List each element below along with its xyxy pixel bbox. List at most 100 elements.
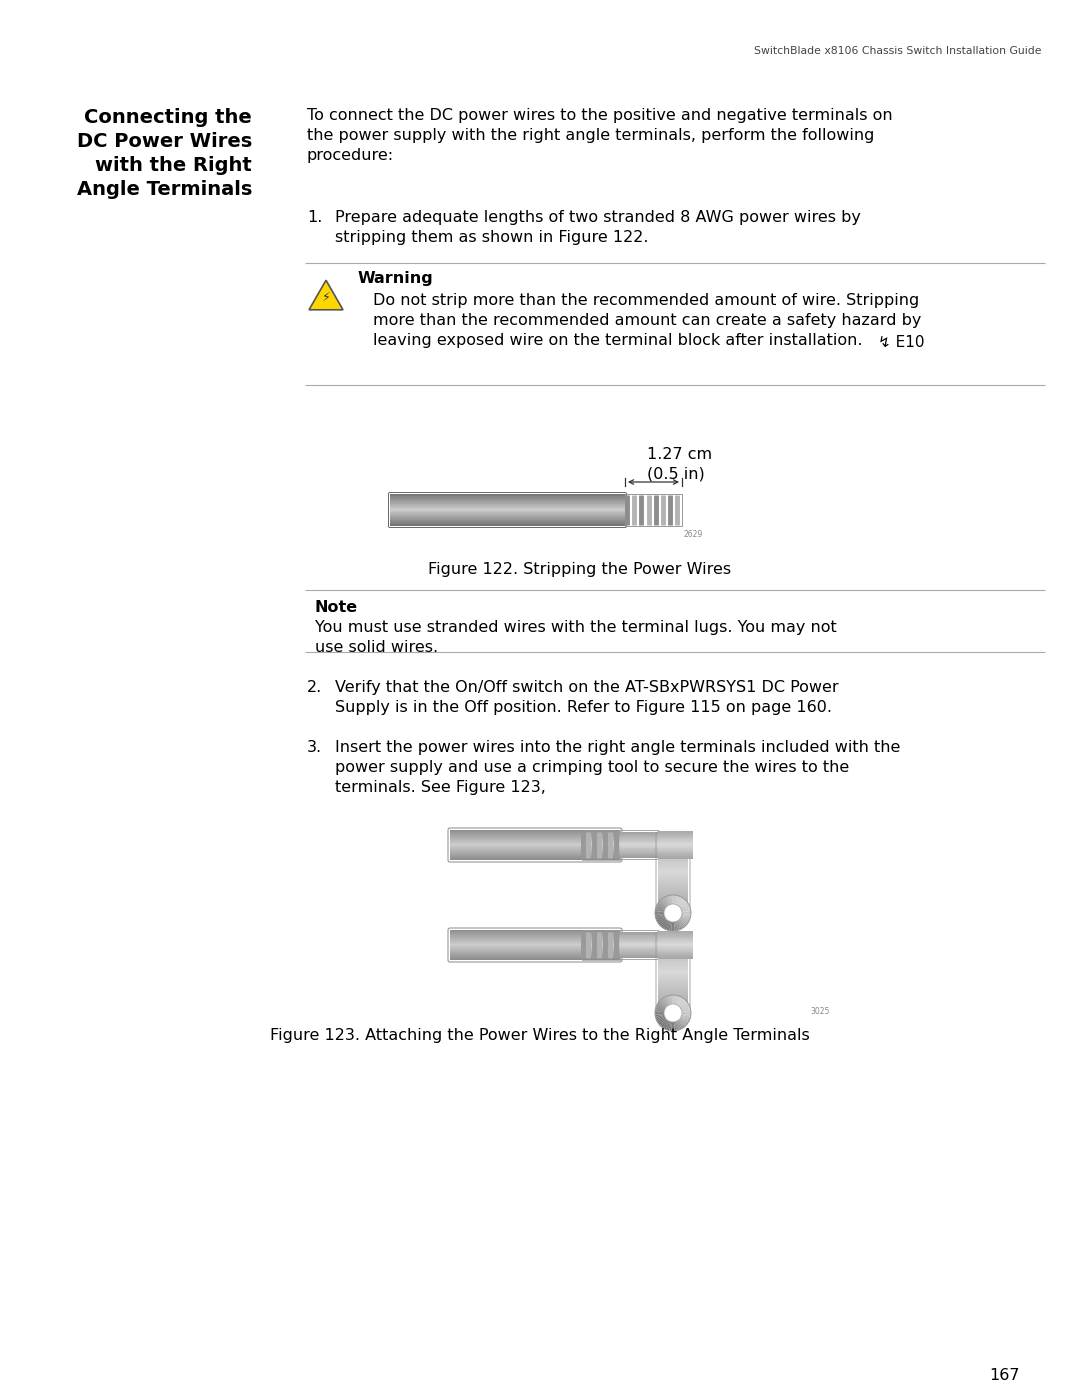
- Text: terminals. See Figure 123,: terminals. See Figure 123,: [335, 780, 545, 795]
- Bar: [658, 956, 688, 957]
- Bar: [658, 933, 688, 936]
- Wedge shape: [670, 895, 672, 904]
- Wedge shape: [676, 996, 680, 1004]
- Wedge shape: [658, 918, 665, 923]
- Bar: [658, 936, 688, 937]
- Wedge shape: [679, 900, 687, 907]
- Text: procedure:: procedure:: [307, 148, 394, 163]
- Text: the power supply with the right angle terminals, perform the following: the power supply with the right angle te…: [307, 129, 875, 142]
- Text: DC Power Wires: DC Power Wires: [77, 131, 252, 151]
- Bar: [658, 907, 688, 909]
- Wedge shape: [680, 916, 689, 922]
- Text: use solid wires.: use solid wires.: [315, 640, 438, 655]
- Bar: [658, 851, 688, 854]
- Wedge shape: [670, 1021, 672, 1031]
- Bar: [582, 930, 620, 960]
- Wedge shape: [676, 921, 680, 930]
- Wedge shape: [660, 900, 667, 907]
- Bar: [658, 961, 688, 963]
- Text: Figure 122. Stripping the Power Wires: Figure 122. Stripping the Power Wires: [429, 562, 731, 577]
- Bar: [658, 957, 688, 958]
- Bar: [658, 943, 688, 946]
- Wedge shape: [656, 916, 665, 921]
- Text: SwitchBlade x8106 Chassis Switch Installation Guide: SwitchBlade x8106 Chassis Switch Install…: [755, 46, 1042, 56]
- Text: more than the recommended amount can create a safety hazard by: more than the recommended amount can cre…: [373, 313, 921, 328]
- Bar: [658, 876, 688, 879]
- Bar: [658, 856, 688, 859]
- Bar: [658, 866, 688, 869]
- Wedge shape: [661, 1020, 667, 1028]
- Wedge shape: [674, 995, 677, 1004]
- Bar: [658, 978, 688, 981]
- Wedge shape: [677, 1020, 684, 1028]
- Bar: [658, 949, 688, 951]
- Bar: [658, 977, 688, 978]
- Wedge shape: [671, 922, 673, 930]
- Bar: [658, 887, 688, 890]
- Wedge shape: [681, 1009, 691, 1011]
- Wedge shape: [680, 1017, 689, 1023]
- Wedge shape: [675, 895, 678, 904]
- Bar: [658, 861, 688, 863]
- Bar: [658, 859, 688, 861]
- Bar: [658, 847, 688, 849]
- Wedge shape: [658, 1017, 665, 1024]
- Bar: [658, 958, 688, 961]
- Wedge shape: [678, 919, 685, 928]
- Text: Warning: Warning: [357, 271, 434, 286]
- Bar: [658, 838, 688, 840]
- Text: 1.: 1.: [307, 210, 322, 225]
- Bar: [658, 844, 688, 845]
- Wedge shape: [679, 1000, 687, 1007]
- Wedge shape: [677, 996, 681, 1006]
- Text: 2.: 2.: [307, 680, 322, 694]
- Bar: [658, 901, 688, 904]
- Wedge shape: [679, 1018, 687, 1027]
- Polygon shape: [309, 281, 343, 310]
- Wedge shape: [656, 1007, 664, 1011]
- Wedge shape: [675, 996, 678, 1004]
- Wedge shape: [677, 997, 684, 1006]
- Text: Prepare adequate lengths of two stranded 8 AWG power wires by: Prepare adequate lengths of two stranded…: [335, 210, 861, 225]
- Bar: [658, 971, 688, 972]
- Wedge shape: [656, 1016, 665, 1020]
- Wedge shape: [681, 1016, 690, 1020]
- Wedge shape: [662, 921, 669, 929]
- Text: You must use stranded wires with the terminal lugs. You may not: You must use stranded wires with the ter…: [315, 620, 837, 636]
- Wedge shape: [656, 1009, 664, 1011]
- Bar: [658, 989, 688, 992]
- Wedge shape: [656, 1014, 664, 1018]
- Text: ↯ E10: ↯ E10: [878, 335, 924, 351]
- Wedge shape: [681, 909, 691, 912]
- Bar: [658, 862, 688, 865]
- Bar: [658, 974, 688, 977]
- Bar: [658, 902, 688, 905]
- Bar: [658, 986, 688, 988]
- Wedge shape: [674, 922, 677, 930]
- Wedge shape: [656, 905, 665, 911]
- Wedge shape: [665, 1021, 671, 1030]
- Wedge shape: [679, 919, 687, 926]
- Wedge shape: [657, 916, 665, 922]
- Bar: [625, 495, 681, 527]
- Wedge shape: [674, 895, 677, 904]
- Text: Connecting the: Connecting the: [84, 108, 252, 127]
- Wedge shape: [681, 916, 690, 921]
- Circle shape: [664, 904, 681, 922]
- Wedge shape: [679, 901, 688, 908]
- Wedge shape: [661, 999, 667, 1006]
- Wedge shape: [664, 897, 670, 905]
- Wedge shape: [681, 908, 690, 911]
- Wedge shape: [667, 996, 671, 1004]
- Wedge shape: [680, 1017, 689, 1024]
- Wedge shape: [681, 1013, 691, 1014]
- Wedge shape: [676, 1021, 680, 1030]
- Wedge shape: [656, 1014, 664, 1017]
- Wedge shape: [656, 915, 664, 919]
- Wedge shape: [673, 1023, 675, 1031]
- Bar: [658, 988, 688, 990]
- Bar: [658, 983, 688, 986]
- Bar: [658, 849, 688, 851]
- Wedge shape: [681, 1014, 690, 1018]
- Wedge shape: [658, 902, 665, 908]
